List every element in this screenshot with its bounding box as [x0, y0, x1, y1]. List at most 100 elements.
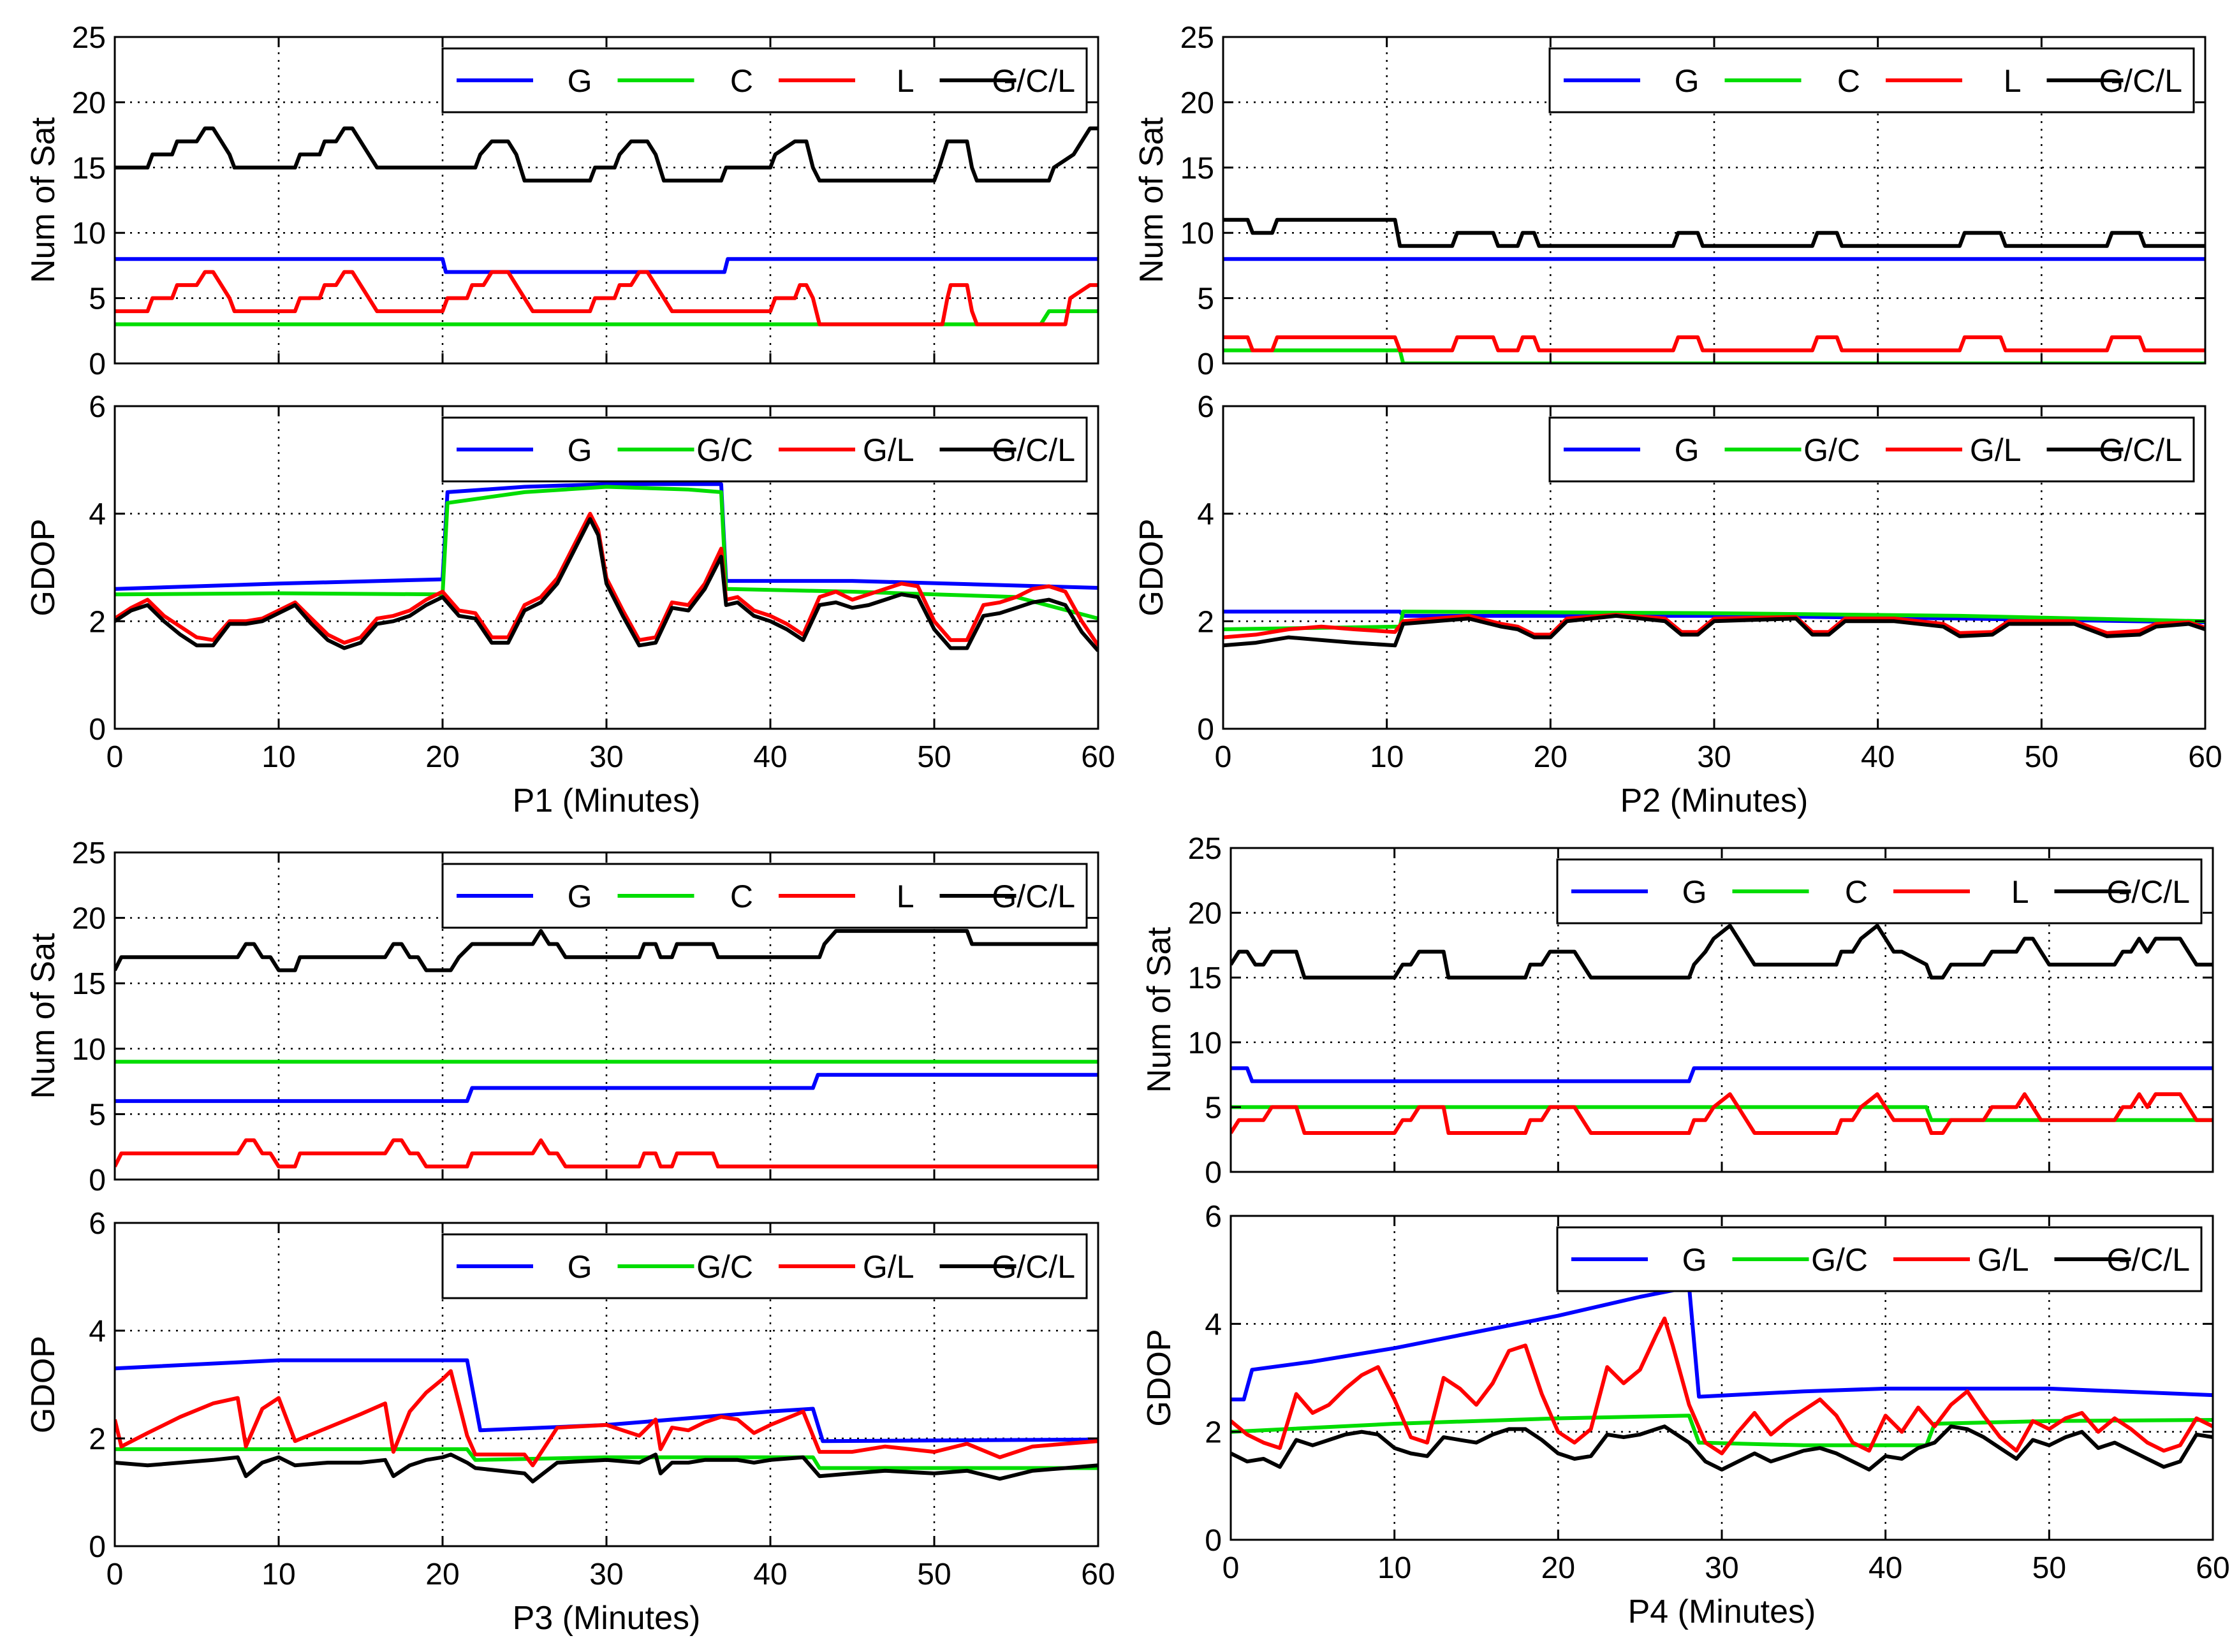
x-axis-label: P1 (Minutes) [513, 782, 701, 819]
y-tick-label: 2 [89, 1422, 106, 1456]
x-tick-label: 30 [589, 1558, 623, 1591]
x-axis-label: P3 (Minutes) [513, 1600, 701, 1637]
x-tick-label: 50 [917, 740, 951, 774]
series-line-c [1223, 348, 2205, 363]
y-tick-label: 10 [1188, 1027, 1222, 1060]
y-axis-label: GDOP [25, 1336, 62, 1433]
legend-label: G/C/L [2099, 432, 2182, 468]
y-tick-label: 0 [1205, 1156, 1222, 1190]
x-tick-label: 60 [1081, 740, 1115, 774]
y-tick-label: 6 [89, 390, 106, 424]
y-tick-label: 6 [89, 1207, 106, 1241]
y-tick-label: 5 [89, 1098, 106, 1132]
y-tick-label: 15 [1188, 961, 1222, 995]
series-line-l [1223, 335, 2205, 353]
legend: G C L G/C/L [1548, 47, 2195, 113]
x-tick-label: 40 [753, 740, 787, 774]
x-tick-label: 30 [589, 740, 623, 774]
legend-label: G [1682, 1242, 1707, 1278]
x-tick-label: 50 [2032, 1551, 2066, 1585]
y-tick-label: 10 [1180, 217, 1214, 251]
y-tick-label: 20 [1188, 897, 1222, 931]
y-axis-label: Num of Sat [1133, 117, 1170, 283]
legend-label: G/C/L [2099, 63, 2182, 99]
legend: G C L G/C/L [441, 863, 1088, 929]
x-tick-label: 10 [1370, 740, 1404, 774]
series-line-gcl [1231, 923, 2213, 980]
series-line-gcl [115, 126, 1098, 183]
x-tick-label: 0 [1222, 1551, 1240, 1585]
series-line-l [1231, 1092, 2213, 1135]
y-tick-label: 5 [1197, 282, 1214, 316]
x-axis-label: P4 (Minutes) [1628, 1593, 1816, 1630]
legend-label: G [568, 879, 592, 914]
legend: G G/C G/L G/C/L [441, 1233, 1088, 1299]
x-tick-label: 40 [1861, 740, 1895, 774]
y-tick-label: 20 [1180, 86, 1214, 120]
x-tick-label: 20 [425, 740, 459, 774]
legend-label: C [730, 63, 753, 99]
series-line-gl [1223, 613, 2205, 640]
y-tick-label: 0 [1205, 1524, 1222, 1558]
legend: G G/C G/L G/C/L [1556, 1226, 2203, 1292]
series-line-gcl [115, 929, 1098, 972]
legend: G G/C G/L G/C/L [441, 416, 1088, 483]
y-tick-label: 2 [1197, 605, 1214, 639]
y-tick-label: 2 [89, 605, 106, 639]
series-line-gl [115, 1369, 1098, 1468]
series-line-gcl [1223, 613, 2205, 648]
y-tick-label: 0 [89, 713, 106, 747]
legend-label: G/C/L [992, 432, 1075, 468]
y-tick-label: 10 [72, 217, 106, 251]
series-line-g [115, 257, 1098, 274]
x-tick-label: 0 [106, 1558, 124, 1591]
legend-label: G [568, 63, 592, 99]
legend-label: G [568, 432, 592, 468]
legend-label: G/C/L [992, 63, 1075, 99]
y-tick-label: 0 [89, 1530, 106, 1564]
legend-label: G [1682, 874, 1707, 910]
legend-label: G/L [863, 432, 914, 468]
legend-label: L [2004, 63, 2022, 99]
legend-label: G/C/L [992, 1249, 1075, 1285]
y-tick-label: 6 [1205, 1200, 1222, 1234]
legend-label: G/L [1978, 1242, 2029, 1278]
y-tick-label: 15 [72, 967, 106, 1001]
legend-label: G/C/L [2106, 874, 2190, 910]
legend-label: G [568, 1249, 592, 1285]
y-tick-label: 0 [89, 347, 106, 381]
y-tick-label: 5 [1205, 1091, 1222, 1125]
y-tick-label: 0 [89, 1164, 106, 1197]
x-tick-label: 30 [1697, 740, 1731, 774]
legend-label: C [730, 879, 753, 914]
x-tick-label: 40 [1868, 1551, 1902, 1585]
chart-p2-sat: 0 5 10 15 20 25 Num of Sat G C L G/C/L [1133, 21, 2206, 381]
y-axis-label: GDOP [25, 518, 62, 616]
y-axis-label: Num of Sat [25, 933, 62, 1099]
series-line-g [115, 482, 1098, 591]
x-tick-label: 10 [1377, 1551, 1411, 1585]
x-tick-label: 10 [261, 740, 295, 774]
x-tick-label: 30 [1705, 1551, 1738, 1585]
x-tick-label: 60 [1081, 1558, 1115, 1591]
y-tick-label: 4 [89, 1315, 106, 1349]
legend-box [441, 863, 1088, 929]
chart-p4-sat: 0 5 10 15 20 25 Num of Sat G C L G/C/L [1141, 832, 2214, 1190]
legend-label: G [1675, 432, 1699, 468]
legend-label: G [1675, 63, 1699, 99]
chart-p3-sat: 0 5 10 15 20 25 Num of Sat G C L G/C/L [25, 837, 1099, 1197]
y-tick-label: 6 [1197, 390, 1214, 424]
y-tick-label: 25 [1188, 832, 1222, 866]
legend-label: G/C [696, 432, 753, 468]
series-line-g [115, 1072, 1098, 1103]
y-tick-label: 15 [1180, 152, 1214, 186]
series-line-gcl [1223, 217, 2205, 248]
x-tick-label: 20 [1541, 1551, 1575, 1585]
y-axis-label: Num of Sat [1141, 926, 1178, 1093]
y-tick-label: 4 [89, 498, 106, 532]
x-tick-label: 50 [2025, 740, 2059, 774]
